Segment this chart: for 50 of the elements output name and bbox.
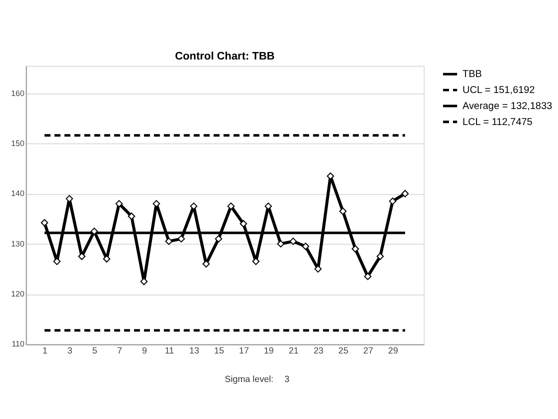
legend-label: UCL = 151,6192	[462, 85, 536, 96]
text: Sigma level:	[224, 374, 274, 384]
y-tick-label: 150	[11, 138, 25, 148]
legend-label: Average = 132,1833	[462, 100, 553, 112]
point	[227, 202, 235, 210]
point	[352, 245, 359, 252]
point	[128, 212, 136, 220]
point	[277, 240, 284, 248]
x-tick-label: 29	[388, 346, 398, 356]
point	[401, 190, 409, 198]
x-tick-label: 7	[117, 346, 122, 356]
point	[214, 235, 222, 242]
point	[66, 195, 74, 202]
point	[302, 242, 310, 250]
x-tick-label: 17	[238, 346, 249, 356]
point	[115, 200, 123, 208]
point	[339, 208, 347, 215]
x-tick-label: 11	[164, 346, 174, 356]
point	[90, 228, 98, 235]
y-tick-label: 110	[12, 340, 25, 349]
y-tick-label: 130	[11, 239, 25, 248]
point	[240, 220, 248, 228]
x-tick-label: 15	[214, 346, 224, 356]
point	[165, 238, 172, 245]
x-tick-label: 9	[142, 346, 147, 356]
text: 3	[284, 374, 290, 384]
x-tick-label: 27	[363, 346, 374, 356]
x-tick-label: 13	[189, 346, 200, 356]
point	[40, 219, 48, 226]
point	[264, 202, 272, 210]
point	[152, 200, 160, 208]
x-tick-label: 23	[314, 346, 324, 356]
x-tick-label: 3	[67, 346, 72, 356]
chart-title: Control Chart: TBB	[174, 50, 275, 63]
y-tick-label: 160	[11, 88, 25, 98]
point	[190, 202, 198, 210]
x-tick-label: 25	[338, 346, 348, 356]
y-tick-label: 140	[11, 189, 25, 198]
point	[178, 235, 185, 242]
x-tick-label: 1	[42, 346, 48, 356]
x-tick-label: 19	[264, 346, 274, 356]
point	[388, 198, 396, 205]
x-tick-label: 21	[288, 346, 299, 356]
point	[376, 252, 384, 260]
y-tick-label: 120	[11, 290, 25, 299]
x-tick-label: 5	[92, 346, 98, 356]
legend-label: LCL = 112,7475	[462, 116, 533, 128]
point	[364, 272, 372, 280]
legend-label: TBB	[462, 69, 482, 80]
point	[290, 238, 297, 245]
